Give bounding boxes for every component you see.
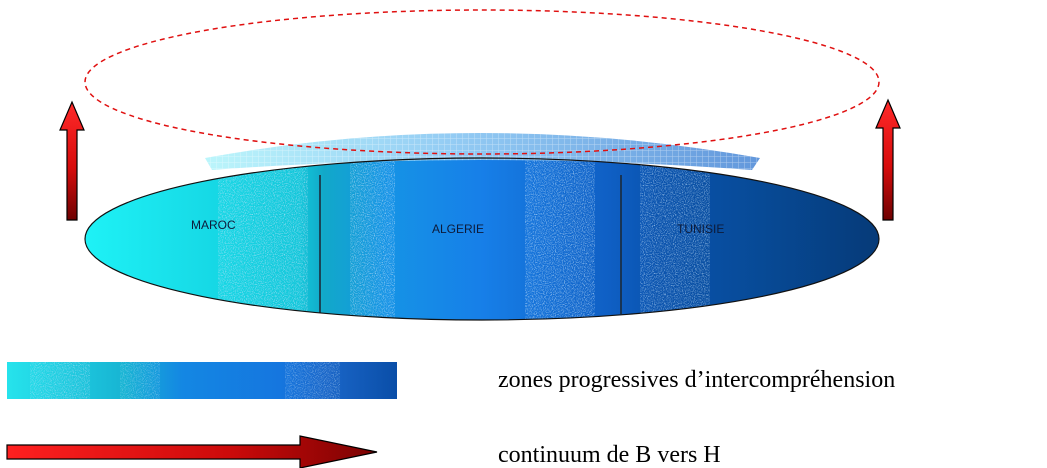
transition-zone-algerie-tunisie bbox=[525, 160, 595, 320]
transition-zone-maroc bbox=[218, 160, 308, 320]
legend-gradient-swatch-texture bbox=[30, 362, 340, 399]
right-up-arrow bbox=[875, 98, 901, 221]
region-label-tunisie: TUNISIE bbox=[677, 222, 724, 236]
legend-arrow-text: continuum de B vers H bbox=[498, 442, 721, 468]
region-label-maroc: MAROC bbox=[191, 218, 236, 232]
map-disc: MAROC ALGERIE TUNISIE bbox=[84, 133, 880, 321]
transition-zones bbox=[218, 160, 710, 320]
legend-gradient-text: zones progressives d’intercompréhension bbox=[498, 367, 895, 393]
disc-body bbox=[85, 158, 879, 320]
disc-top-cap-grid bbox=[205, 133, 760, 170]
left-up-arrow bbox=[59, 100, 85, 221]
region-label-algerie: ALGERIE bbox=[432, 222, 484, 236]
transition-zone-maroc-algerie bbox=[350, 160, 395, 320]
transition-zone-tunisie bbox=[640, 160, 710, 320]
legend: zones progressives d’intercompréhension … bbox=[6, 362, 895, 468]
legend-right-arrow bbox=[6, 435, 378, 468]
disc-outline bbox=[84, 157, 880, 321]
dashed-upper-ellipse bbox=[84, 9, 880, 155]
